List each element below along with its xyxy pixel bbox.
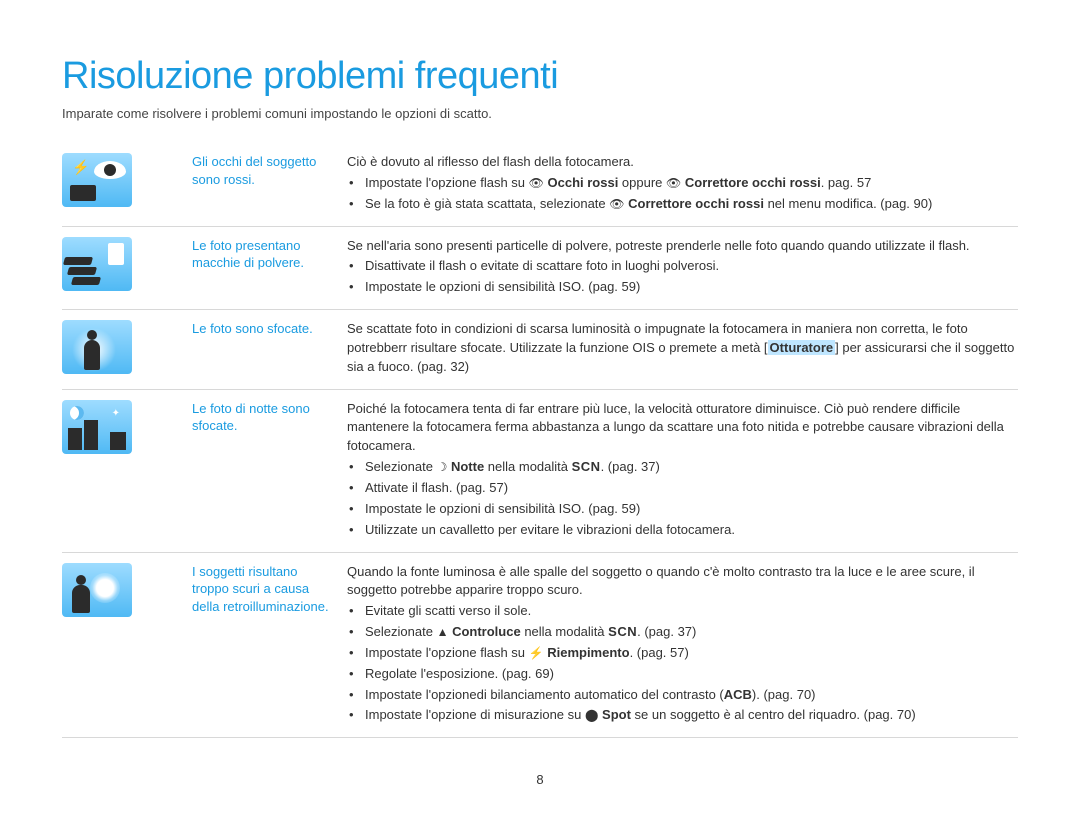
problem-desc: Ciò è dovuto al riflesso del flash della… — [347, 151, 1018, 216]
eye-icon: 👁 — [529, 175, 544, 192]
list-item: Disattivate il flash o evitate di scatta… — [361, 257, 1018, 276]
list-item: Se la foto è già stata scattata, selezio… — [361, 195, 1018, 214]
list-item: Selezionate ☽ Notte nella modalità SCN. … — [361, 458, 1018, 477]
problem-desc: Poiché la fotocamera tenta di far entrar… — [347, 398, 1018, 542]
row-night: ✦ Le foto di notte sono sfocate. Poiché … — [62, 390, 1018, 553]
list-item: Impostate l'opzionedi bilanciamento auto… — [361, 686, 1018, 705]
list-item: Selezionate ▲ Controluce nella modalità … — [361, 623, 1018, 642]
blur-icon — [62, 320, 132, 374]
desc-intro: Se nell'aria sono presenti particelle di… — [347, 237, 1018, 256]
moon-icon: ☽ — [437, 459, 448, 476]
eye-fix-icon: 👁 — [609, 196, 624, 213]
list-item: Impostate l'opzione flash su 👁 Occhi ros… — [361, 174, 1018, 193]
row-blur: Le foto sono sfocate. Se scattate foto i… — [62, 310, 1018, 390]
icon-cell: ⚡ — [62, 151, 192, 207]
page-number: 8 — [536, 772, 543, 787]
row-dust: Le foto presentano macchie di polvere. S… — [62, 227, 1018, 311]
problem-label: Le foto presentano macchie di polvere. — [192, 235, 347, 272]
problem-desc: Se scattate foto in condizioni di scarsa… — [347, 318, 1018, 379]
eye-fix-icon: 👁 — [666, 175, 681, 192]
row-red-eye: ⚡ Gli occhi del soggetto sono rossi. Ciò… — [62, 143, 1018, 227]
desc-intro: Poiché la fotocamera tenta di far entrar… — [347, 400, 1018, 457]
red-eye-icon: ⚡ — [62, 153, 132, 207]
list-item: Impostate l'opzione flash su ⚡ Riempimen… — [361, 644, 1018, 663]
dust-icon — [62, 237, 132, 291]
list-item: Attivate il flash. (pag. 57) — [361, 479, 1018, 498]
list-item: Impostate le opzioni di sensibilità ISO.… — [361, 278, 1018, 297]
row-backlight: I soggetti risultano troppo scuri a caus… — [62, 553, 1018, 739]
icon-cell — [62, 318, 192, 374]
backlight-icon — [62, 563, 132, 617]
icon-cell — [62, 561, 192, 617]
list-item: Regolate l'esposizione. (pag. 69) — [361, 665, 1018, 684]
desc-text: Se scattate foto in condizioni di scarsa… — [347, 320, 1018, 377]
intro-text: Imparate come risolvere i problemi comun… — [62, 106, 1018, 121]
problem-label: I soggetti risultano troppo scuri a caus… — [192, 561, 347, 616]
icon-cell — [62, 235, 192, 291]
night-icon: ✦ — [62, 400, 132, 454]
backlight-mode-icon: ▲ — [437, 624, 449, 641]
list-item: Impostate l'opzione di misurazione su ⬤ … — [361, 706, 1018, 725]
page-title: Risoluzione problemi frequenti — [62, 55, 1018, 98]
desc-intro: Quando la fonte luminosa è alle spalle d… — [347, 563, 1018, 601]
problem-label: Le foto di notte sono sfocate. — [192, 398, 347, 435]
list-item: Utilizzate un cavalletto per evitare le … — [361, 521, 1018, 540]
icon-cell: ✦ — [62, 398, 192, 454]
list-item: Evitate gli scatti verso il sole. — [361, 602, 1018, 621]
problem-label: Le foto sono sfocate. — [192, 318, 347, 338]
list-item: Impostate le opzioni di sensibilità ISO.… — [361, 500, 1018, 519]
problem-label: Gli occhi del soggetto sono rossi. — [192, 151, 347, 188]
desc-intro: Ciò è dovuto al riflesso del flash della… — [347, 153, 1018, 172]
spot-icon: ⬤ — [585, 707, 598, 724]
problem-desc: Quando la fonte luminosa è alle spalle d… — [347, 561, 1018, 728]
flash-icon: ⚡ — [529, 645, 544, 662]
problem-desc: Se nell'aria sono presenti particelle di… — [347, 235, 1018, 300]
